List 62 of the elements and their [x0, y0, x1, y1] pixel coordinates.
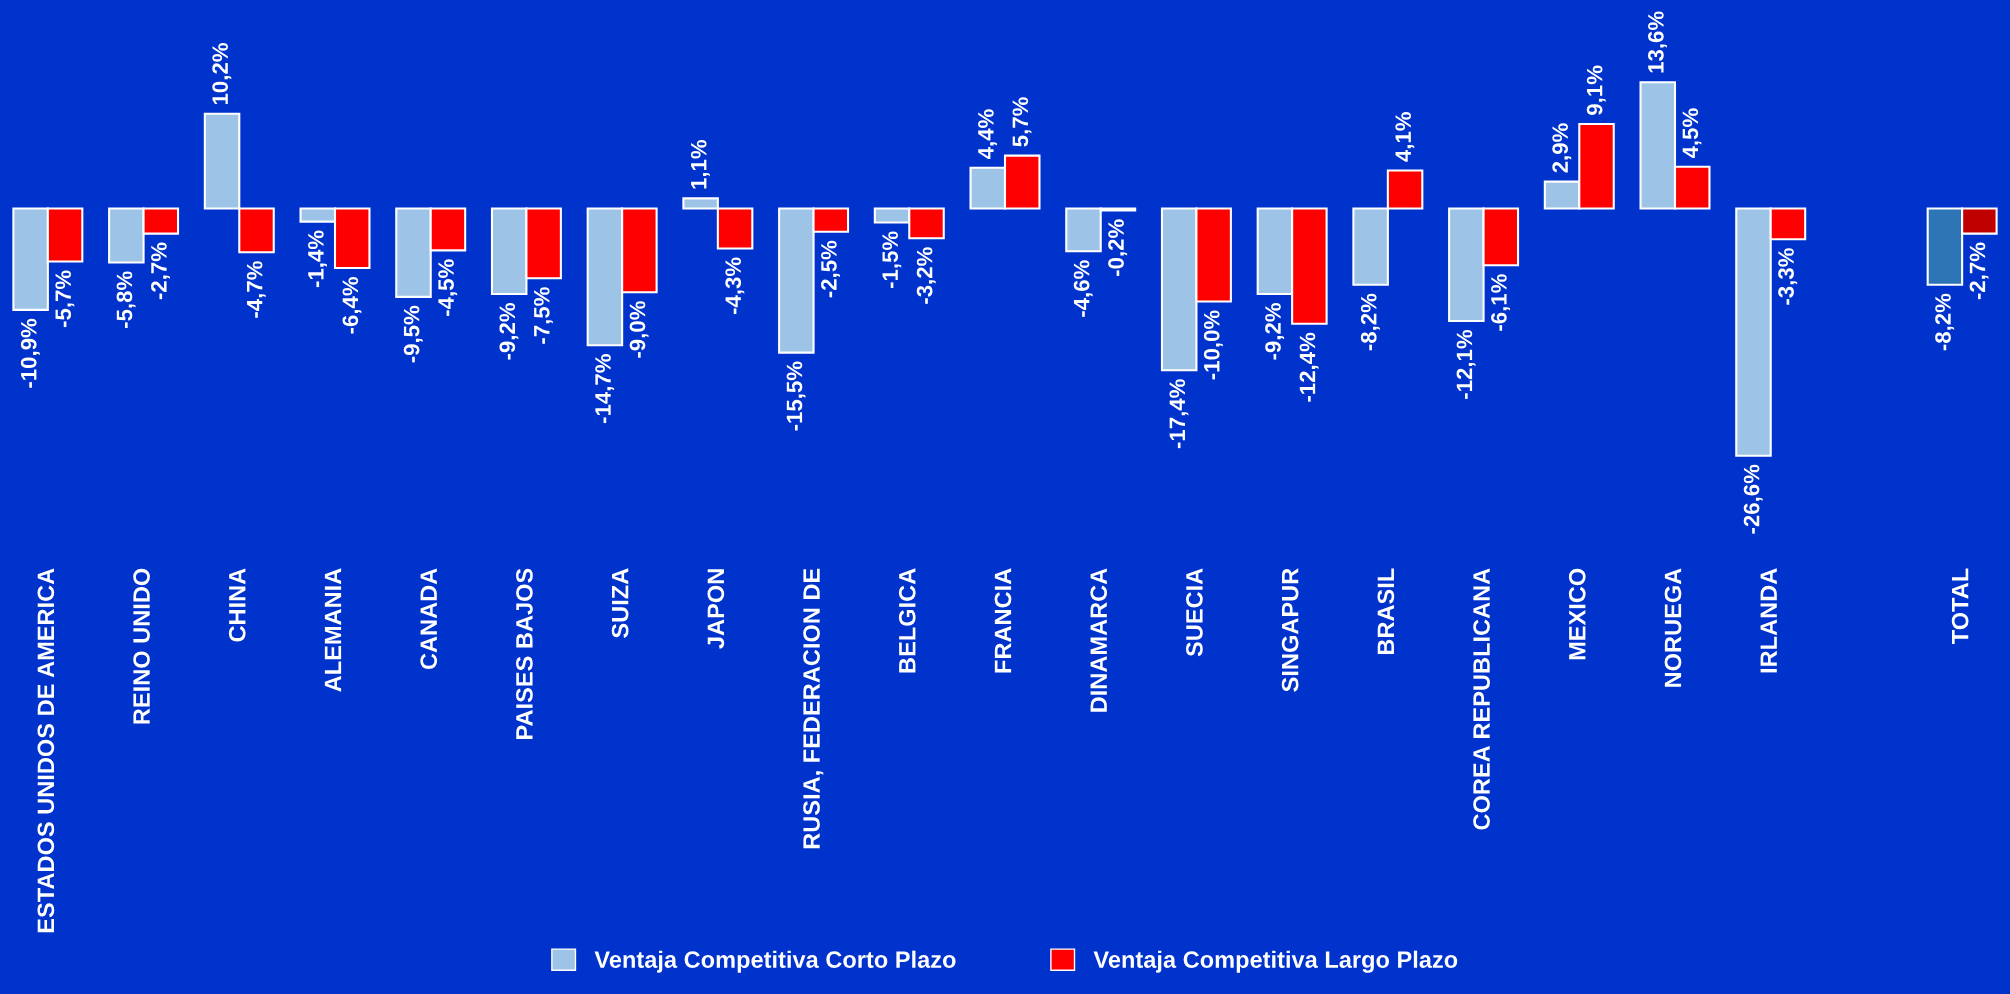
data-label: -9,2% — [499, 302, 519, 360]
x-tick-label: ESTADOS UNIDOS DE AMERICA — [37, 568, 55, 933]
data-label: 2,9% — [1552, 123, 1572, 173]
data-label: 5,7% — [1012, 97, 1032, 147]
data-label: 9,1% — [1586, 65, 1606, 115]
data-label: -26,6% — [1743, 464, 1763, 534]
x-tick-label: CHINA — [228, 568, 246, 642]
data-label: -10,0% — [1203, 310, 1223, 380]
x-tick-label: COREA REPUBLICANA — [1473, 568, 1490, 830]
x-tick-label: SUIZA — [611, 568, 629, 638]
x-tick-label: BRASIL — [1377, 568, 1395, 655]
x-tick-label: TOTAL — [1951, 568, 1969, 645]
x-tick-label: IRLANDA — [1760, 568, 1777, 673]
data-label: -15,5% — [786, 361, 806, 431]
x-tick-label: SINGAPUR — [1281, 568, 1299, 692]
x-tick-label: RUSIA, FEDERACION DE — [803, 568, 824, 849]
data-label: -4,3% — [725, 257, 745, 315]
data-label: -8,2% — [1935, 293, 1955, 351]
data-label: -4,7% — [246, 261, 266, 318]
data-label: 13,6% — [1648, 11, 1667, 73]
x-tick-label: REINO UNIDO — [133, 568, 150, 724]
data-label: -4,5% — [438, 259, 458, 316]
data-label: -9,2% — [1265, 302, 1285, 360]
data-label: -2,7% — [151, 242, 170, 300]
x-tick-label: MEXICO — [1568, 568, 1586, 660]
data-label: -3,3% — [1778, 248, 1798, 305]
data-label: 10,2% — [212, 43, 232, 105]
data-label: -5,7% — [55, 270, 75, 328]
data-label: 4,1% — [1395, 112, 1415, 162]
data-label: -0,2% — [1108, 219, 1128, 276]
x-tick-label: DINAMARCA — [1090, 568, 1108, 712]
x-tick-label: SUECIA — [1186, 568, 1203, 657]
data-label: -12,4% — [1299, 332, 1319, 402]
data-label: -9,0% — [629, 301, 649, 358]
x-tick-label: ALEMANIA — [324, 568, 342, 692]
x-tick-label: BELGICA — [898, 568, 916, 673]
data-label: -14,7% — [595, 354, 615, 424]
data-label: 4,4% — [978, 109, 997, 160]
data-label: -7,5% — [533, 287, 553, 344]
data-label: -12,1% — [1456, 329, 1476, 399]
data-label: -1,5% — [882, 231, 902, 289]
x-tick-label: CANADA — [420, 568, 438, 670]
data-label: -3,2% — [916, 247, 936, 304]
data-label: -6,4% — [342, 276, 362, 334]
data-label: -9,5% — [403, 305, 423, 363]
data-label: -5,8% — [116, 271, 136, 328]
data-label: -6,1% — [1491, 274, 1510, 331]
data-label: 1,1% — [690, 139, 710, 189]
data-label: -2,5% — [821, 240, 840, 298]
data-label: 4,5% — [1682, 108, 1702, 159]
x-tick-label: NORUEGA — [1664, 568, 1682, 687]
x-tick-label: PAISES BAJOS — [516, 568, 533, 739]
legend-label: Ventaja Competitiva Corto Plazo — [594, 950, 956, 973]
data-label: -4,6% — [1073, 260, 1093, 317]
data-label: -10,9% — [20, 318, 40, 388]
data-label: -17,4% — [1169, 379, 1189, 449]
x-tick-label: FRANCIA — [994, 568, 1012, 673]
legend-label: Ventaja Competitiva Largo Plazo — [1093, 950, 1458, 973]
data-label: -8,2% — [1360, 293, 1380, 351]
data-label: -1,4% — [308, 230, 327, 288]
x-tick-label: JAPON — [707, 569, 725, 649]
data-label: -2,7% — [1969, 242, 1989, 300]
